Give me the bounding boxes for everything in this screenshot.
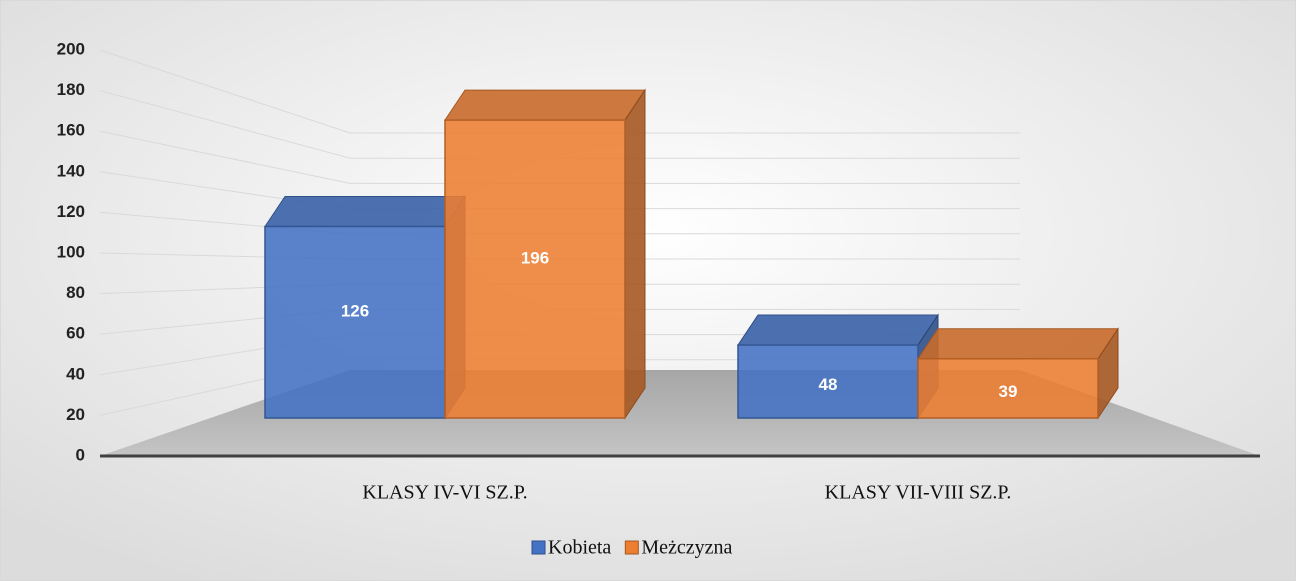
y-tick-label: 120 <box>57 202 85 221</box>
legend-label: Kobieta <box>548 537 611 559</box>
value-label: 48 <box>819 375 838 394</box>
value-label: 126 <box>341 302 369 321</box>
legend-swatch <box>531 540 546 555</box>
bar <box>917 357 1099 419</box>
y-tick-label: 40 <box>66 364 85 383</box>
grid-line <box>99 130 351 184</box>
y-tick-label: 200 <box>57 39 85 58</box>
bar-top <box>444 89 646 121</box>
y-tick-label: 20 <box>66 405 85 424</box>
bar <box>737 344 919 419</box>
bar <box>264 225 446 419</box>
value-label: 196 <box>521 249 549 268</box>
y-tick-label: 180 <box>57 80 85 99</box>
y-tick-label: 100 <box>57 242 85 261</box>
y-tick-label: 160 <box>57 121 85 140</box>
grid-line <box>99 49 351 134</box>
bar-side <box>624 88 646 420</box>
bar-top <box>737 314 939 346</box>
bar <box>444 119 626 419</box>
legend-label: Meżczyzna <box>641 537 732 559</box>
y-tick-label: 140 <box>57 161 85 180</box>
value-label: 39 <box>999 382 1018 401</box>
y-tick-label: 0 <box>76 445 85 464</box>
y-tick-label: 80 <box>66 283 85 302</box>
legend-swatch <box>624 540 639 555</box>
x-tick-label: KLASY IV-VI SZ.P. <box>362 482 527 504</box>
grid-line <box>99 90 351 159</box>
x-tick-label: KLASY VII-VIII SZ.P. <box>825 482 1012 504</box>
bar-top <box>264 195 466 227</box>
y-tick-label: 60 <box>66 324 85 343</box>
bar-top <box>917 328 1119 360</box>
